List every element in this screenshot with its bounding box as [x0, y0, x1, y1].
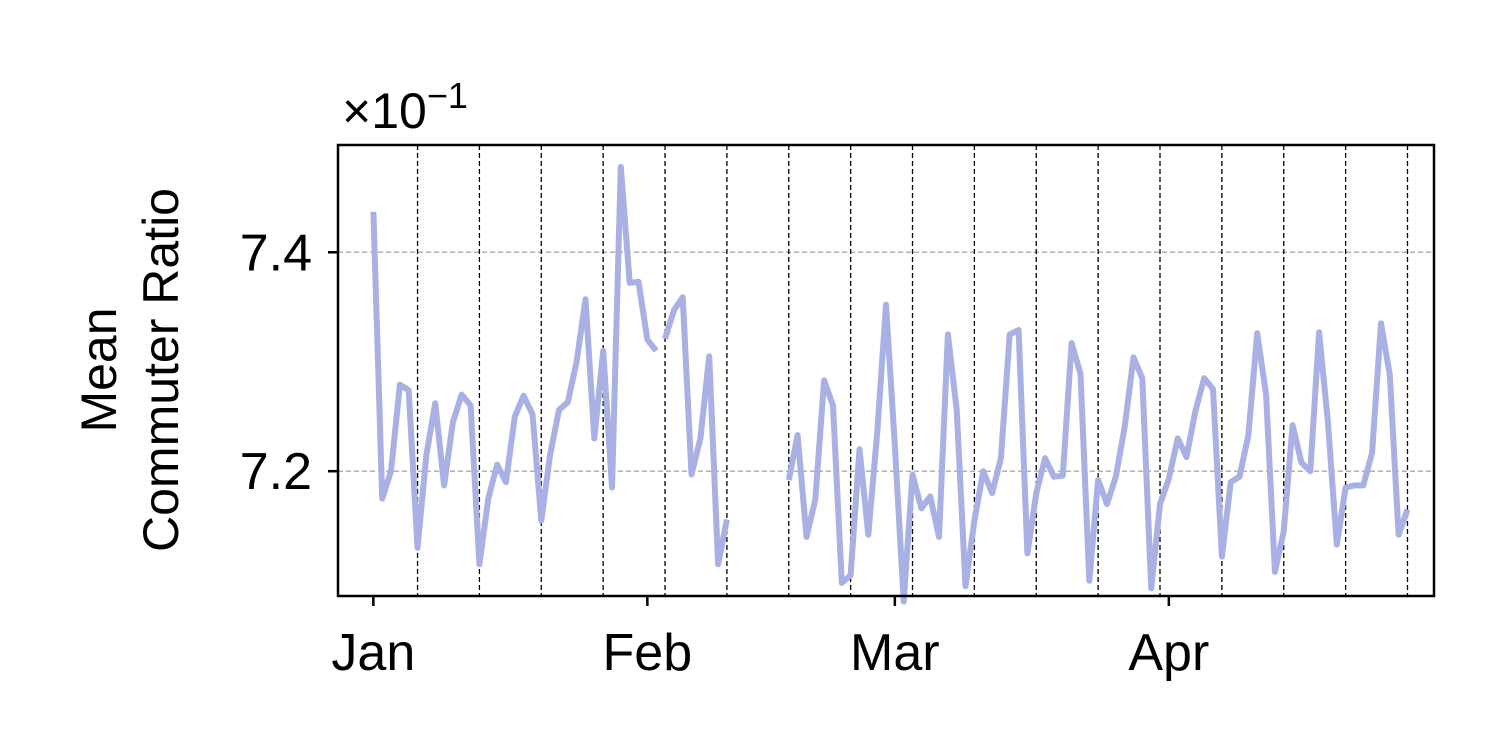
y-tick-label-1: 7.4 [240, 224, 312, 282]
series-layer [370, 163, 1411, 605]
grid-layer [338, 145, 1434, 596]
y-multiplier-exponent: −1 [427, 75, 468, 116]
plot-frame [336, 143, 1436, 598]
y-multiplier: ×10−1 [342, 75, 468, 139]
series-line-segment-0 [370, 163, 659, 568]
y-axis-label: Mean Commuter Ratio [71, 188, 189, 552]
x-tick-label-2: Mar [850, 624, 940, 682]
x-tick-label-1: Feb [603, 624, 693, 682]
y-tick-label-0: 7.2 [240, 443, 312, 501]
y-axis-label-line1: Mean [71, 307, 127, 432]
series-line-segment-1 [662, 294, 730, 568]
x-tick-label-0: Jan [331, 624, 415, 682]
y-axis-label-line2: Commuter Ratio [133, 188, 189, 552]
tick-layer: 7.2 7.4 Jan Feb Mar Apr [240, 224, 1210, 682]
series-line-segment-2 [785, 301, 1411, 605]
x-tick-label-3: Apr [1128, 624, 1209, 682]
y-multiplier-base: ×10 [342, 83, 427, 139]
